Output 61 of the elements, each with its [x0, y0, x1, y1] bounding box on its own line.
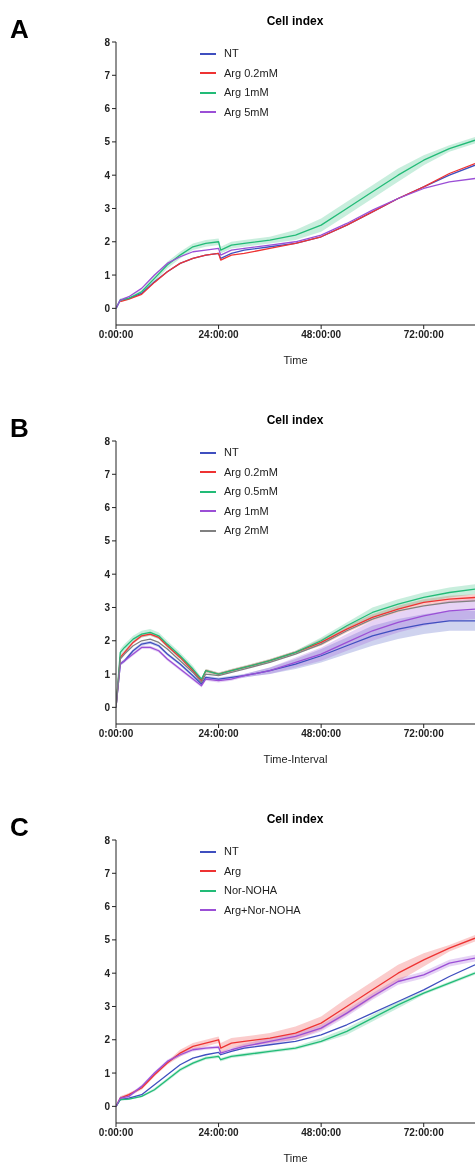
text: A	[10, 14, 29, 45]
legend-label: NT	[224, 46, 239, 61]
chart-title: Cell index	[265, 413, 325, 427]
x-tick-label: 72:00:00	[403, 329, 445, 341]
y-tick-label: 4	[104, 568, 111, 580]
y-tick-label: 8	[104, 435, 111, 447]
x-tick-label: 24:00:00	[198, 329, 240, 341]
chart-title: Cell index	[265, 812, 325, 826]
legend-label: Arg 2mM	[224, 523, 269, 538]
y-tick-label: 2	[104, 1034, 111, 1046]
x-tick-label: 24:00:00	[198, 728, 240, 740]
x-axis-title: Time	[283, 354, 308, 366]
y-tick-label: 7	[104, 69, 111, 81]
x-tick-label: 72:00:00	[403, 1127, 445, 1139]
legend-label: Arg 0.2mM	[224, 65, 278, 81]
y-tick-label: 5	[104, 535, 111, 547]
y-tick-label: 6	[104, 901, 111, 913]
y-tick-label: 0	[104, 302, 111, 314]
y-tick-label: 0	[104, 701, 111, 713]
chart-title: Cell index	[265, 14, 325, 28]
x-tick-label: 48:00:00	[301, 728, 342, 740]
x-axis-title: Time-Interval	[263, 753, 328, 765]
legend-label: Arg 1mM	[224, 85, 269, 100]
y-tick-label: 1	[104, 668, 111, 680]
y-tick-label: 3	[104, 203, 111, 215]
legend-label: Arg+Nor-NOHA	[224, 902, 301, 918]
y-tick-label: 1	[104, 1067, 111, 1079]
y-tick-label: 5	[104, 136, 111, 148]
y-tick-label: 3	[104, 1001, 111, 1013]
legend-label: Arg 0.2mM	[224, 464, 278, 480]
x-tick-label: 0:00:00	[98, 728, 134, 740]
x-tick-label: 0:00:00	[98, 1127, 134, 1139]
y-tick-label: 6	[104, 502, 111, 514]
y-tick-label: 4	[104, 967, 111, 979]
y-tick-label: 2	[104, 635, 111, 647]
y-tick-label: 7	[104, 867, 111, 879]
x-tick-label: 72:00:00	[403, 728, 445, 740]
text: B	[10, 413, 29, 444]
y-tick-label: 8	[104, 36, 111, 48]
legend-label: Nor-NOHA	[224, 883, 278, 898]
y-tick-label: 7	[104, 468, 111, 480]
x-tick-label: 48:00:00	[301, 329, 342, 341]
legend-label: Arg 1mM	[224, 503, 269, 519]
legend-label: NT	[224, 445, 239, 460]
y-tick-label: 2	[104, 236, 111, 248]
x-tick-label: 48:00:00	[301, 1127, 342, 1139]
text: C	[10, 812, 29, 843]
legend-label: NT	[224, 844, 239, 859]
legend-label: Arg 5mM	[224, 104, 269, 120]
legend-label: Arg 0.5mM	[224, 484, 278, 499]
y-tick-label: 5	[104, 934, 111, 946]
y-tick-label: 0	[104, 1100, 111, 1112]
x-tick-label: 0:00:00	[98, 329, 134, 341]
x-axis-title: Time	[283, 1152, 308, 1162]
x-tick-label: 24:00:00	[198, 1127, 240, 1139]
y-tick-label: 8	[104, 834, 111, 846]
y-tick-label: 3	[104, 602, 111, 614]
y-tick-label: 4	[104, 169, 111, 181]
legend-label: Arg	[224, 863, 242, 879]
y-tick-label: 6	[104, 103, 111, 115]
y-tick-label: 1	[104, 269, 111, 281]
